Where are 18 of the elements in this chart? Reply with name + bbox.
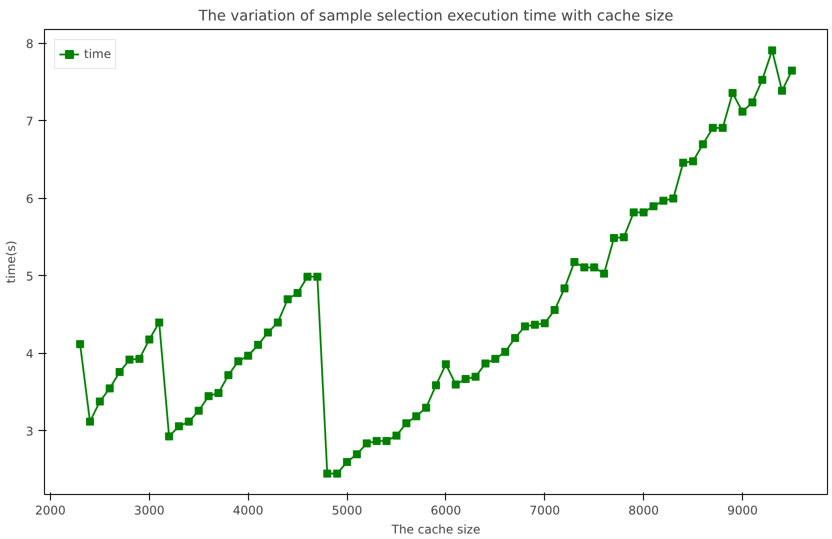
x-tick-label: 9000 [727, 504, 758, 518]
y-tick-label: 4 [26, 346, 34, 361]
chart-title: The variation of sample selection execution time with cache size [198, 8, 674, 24]
y-tick-label: 7 [26, 114, 34, 128]
x-tick-label: 3000 [134, 504, 165, 518]
x-tick-label: 7000 [529, 504, 560, 518]
x-tick-label: 6000 [430, 504, 462, 518]
x-tick-label: 8000 [628, 504, 659, 518]
y-tick-label: 5 [26, 269, 34, 284]
y-tick-label: 8 [26, 36, 34, 51]
legend-label: time [84, 47, 112, 61]
x-tick-label: 5000 [332, 504, 362, 518]
x-tick-label: 2000 [35, 504, 66, 518]
y-tick-label: 6 [26, 192, 34, 206]
y-axis-title: time(s) [4, 240, 18, 284]
x-axis-title: The cache size [390, 522, 480, 536]
y-tick-label: 3 [26, 424, 34, 438]
x-tick-label: 4000 [232, 504, 264, 518]
